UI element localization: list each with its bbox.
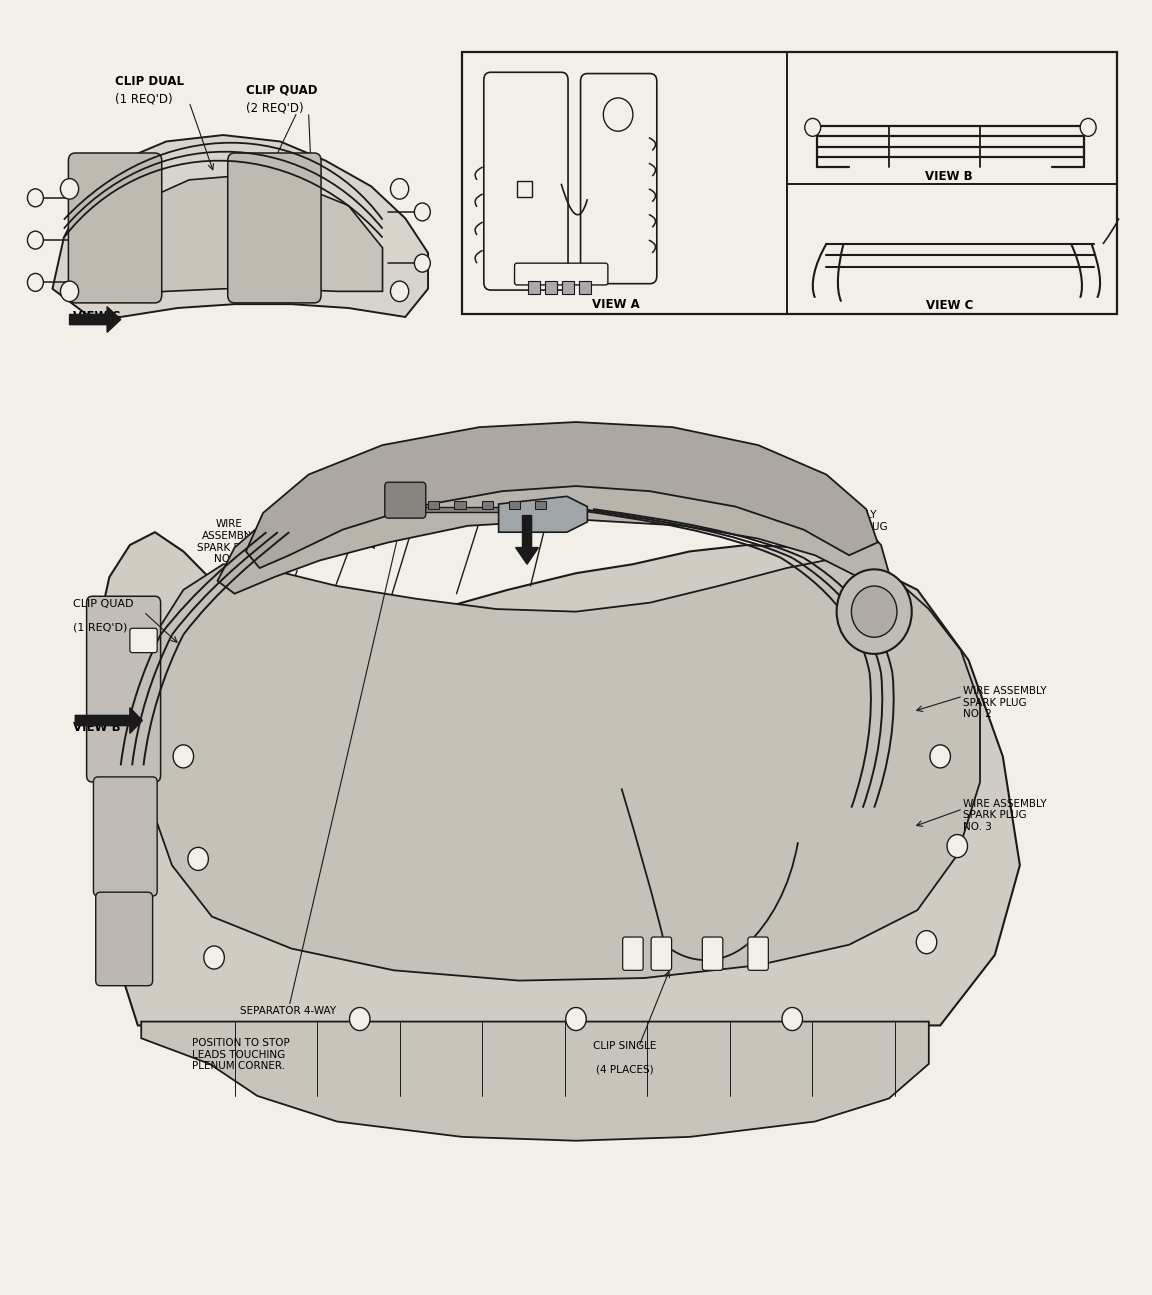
Text: WIRE
ASSEMBLY
SPARK PLUG
NO. 4: WIRE ASSEMBLY SPARK PLUG NO. 4 — [197, 519, 260, 565]
Text: CLIP DUAL: CLIP DUAL — [115, 75, 184, 88]
Circle shape — [851, 587, 897, 637]
Circle shape — [349, 1008, 370, 1031]
Circle shape — [28, 231, 44, 249]
FancyBboxPatch shape — [228, 153, 321, 303]
Circle shape — [60, 179, 78, 199]
Text: (1 REQ'D): (1 REQ'D) — [115, 93, 173, 106]
FancyBboxPatch shape — [748, 938, 768, 970]
Circle shape — [415, 203, 431, 221]
Circle shape — [188, 847, 209, 870]
Circle shape — [604, 98, 632, 131]
Circle shape — [566, 1008, 586, 1031]
Circle shape — [391, 179, 409, 199]
Circle shape — [836, 570, 911, 654]
Text: WIRE ASSEMBLY
SPARK PLUG
NO. 2: WIRE ASSEMBLY SPARK PLUG NO. 2 — [963, 686, 1046, 719]
Bar — [535, 501, 546, 509]
Text: WIRE ASSEMBLY
SPARK PLUG
NO. 6: WIRE ASSEMBLY SPARK PLUG NO. 6 — [301, 513, 385, 546]
Bar — [545, 281, 556, 294]
Text: VIEW C: VIEW C — [73, 311, 120, 324]
FancyBboxPatch shape — [515, 263, 608, 285]
Polygon shape — [98, 532, 1020, 1026]
FancyBboxPatch shape — [385, 482, 426, 518]
FancyBboxPatch shape — [130, 628, 157, 653]
Polygon shape — [75, 707, 143, 733]
Text: VIEW B: VIEW B — [925, 170, 973, 183]
Bar — [562, 281, 574, 294]
Text: CLIP QUAD: CLIP QUAD — [245, 84, 318, 97]
Polygon shape — [218, 445, 889, 593]
Bar — [579, 281, 591, 294]
Polygon shape — [392, 506, 559, 517]
FancyBboxPatch shape — [703, 938, 722, 970]
Polygon shape — [142, 1022, 929, 1141]
Circle shape — [28, 273, 44, 291]
Circle shape — [805, 118, 820, 136]
Polygon shape — [53, 135, 429, 317]
Polygon shape — [109, 176, 382, 302]
Text: POSITION TO STOP
LEADS TOUCHING
PLENUM CORNER.: POSITION TO STOP LEADS TOUCHING PLENUM C… — [192, 1039, 290, 1071]
Bar — [429, 501, 439, 509]
Circle shape — [947, 834, 968, 857]
Text: WIRE
ASSEMBLY
SPARK PLUG
NO. 5: WIRE ASSEMBLY SPARK PLUG NO. 5 — [406, 473, 469, 518]
FancyBboxPatch shape — [86, 596, 160, 782]
Text: CLIP QUAD

(1 REQ'D): CLIP QUAD (1 REQ'D) — [73, 598, 134, 632]
FancyBboxPatch shape — [581, 74, 657, 284]
FancyBboxPatch shape — [96, 892, 152, 985]
Circle shape — [782, 1008, 803, 1031]
Text: VIEW A: VIEW A — [592, 298, 639, 311]
Bar — [462, 52, 1116, 315]
FancyBboxPatch shape — [623, 938, 643, 970]
Circle shape — [415, 254, 431, 272]
FancyBboxPatch shape — [484, 73, 568, 290]
Text: WIRE
ASSEMBLY
SPARK PLUG
NO. 1: WIRE ASSEMBLY SPARK PLUG NO. 1 — [824, 499, 888, 544]
Circle shape — [28, 189, 44, 207]
Text: CLIP SINGLE

(4 PLACES): CLIP SINGLE (4 PLACES) — [593, 1041, 657, 1074]
Bar — [517, 181, 531, 197]
Bar — [529, 281, 539, 294]
Circle shape — [391, 281, 409, 302]
Circle shape — [930, 745, 950, 768]
Text: VIEW B: VIEW B — [73, 720, 121, 733]
Circle shape — [204, 947, 225, 969]
Polygon shape — [245, 422, 878, 569]
Text: SEPARATOR 4-WAY: SEPARATOR 4-WAY — [241, 1006, 336, 1017]
FancyBboxPatch shape — [651, 938, 672, 970]
Polygon shape — [516, 515, 538, 565]
FancyBboxPatch shape — [93, 777, 157, 896]
Circle shape — [173, 745, 194, 768]
Bar — [482, 501, 493, 509]
Circle shape — [1081, 118, 1096, 136]
Text: WIRE ASSEMBLY
SPARK PLUG
NO. 3: WIRE ASSEMBLY SPARK PLUG NO. 3 — [963, 799, 1046, 831]
Circle shape — [916, 931, 937, 953]
Bar — [509, 501, 521, 509]
FancyBboxPatch shape — [68, 153, 161, 303]
Polygon shape — [69, 307, 121, 333]
Text: VIEW A: VIEW A — [523, 509, 570, 522]
Text: VIEW C: VIEW C — [925, 299, 973, 312]
Text: (2 REQ'D): (2 REQ'D) — [245, 101, 304, 115]
Circle shape — [60, 281, 78, 302]
Polygon shape — [154, 558, 980, 980]
Bar — [454, 501, 465, 509]
Polygon shape — [499, 496, 588, 532]
Bar — [402, 501, 414, 509]
